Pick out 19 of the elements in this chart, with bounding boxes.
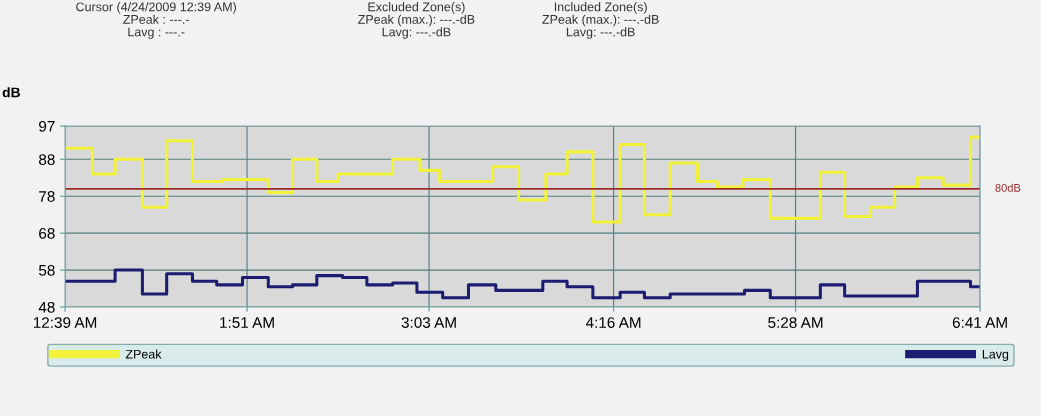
- ref-line-label: 80dB: [995, 183, 1021, 192]
- y-axis-title: dB: [2, 87, 20, 98]
- x-tick-label: 5:28 AM: [768, 317, 823, 328]
- y-tick-label: 48: [38, 301, 55, 313]
- text: Excluded Zone(s) ZPeak (max.): ---.-dB Lavg: ---.-dB: [358, 2, 475, 39]
- x-tick-label: 4:16 AM: [585, 317, 641, 328]
- legend-label: Lavg: [982, 349, 1009, 362]
- text: Included Zone(s) ZPeak (max.): ---.-dB Lavg: ---.-dB: [542, 2, 659, 39]
- y-tick-label: 78: [39, 191, 55, 202]
- x-tick-label: 1:51 AM: [220, 317, 274, 328]
- x-tick-label: 3:03 AM: [401, 317, 456, 328]
- x-tick-label: 12:39 AM: [33, 317, 97, 328]
- y-tick-label: 58: [38, 264, 55, 276]
- y-tick-label: 68: [39, 228, 55, 239]
- y-tick-label: 97: [39, 120, 55, 132]
- y-tick-label: 88: [39, 154, 55, 165]
- x-tick-label: 6:41 AM: [952, 317, 1007, 328]
- text: Cursor (4/24/2009 12:39 AM) ZPeak : ---.- Lavg : ---.-: [76, 2, 236, 39]
- legend-label: ZPeak: [125, 349, 162, 359]
